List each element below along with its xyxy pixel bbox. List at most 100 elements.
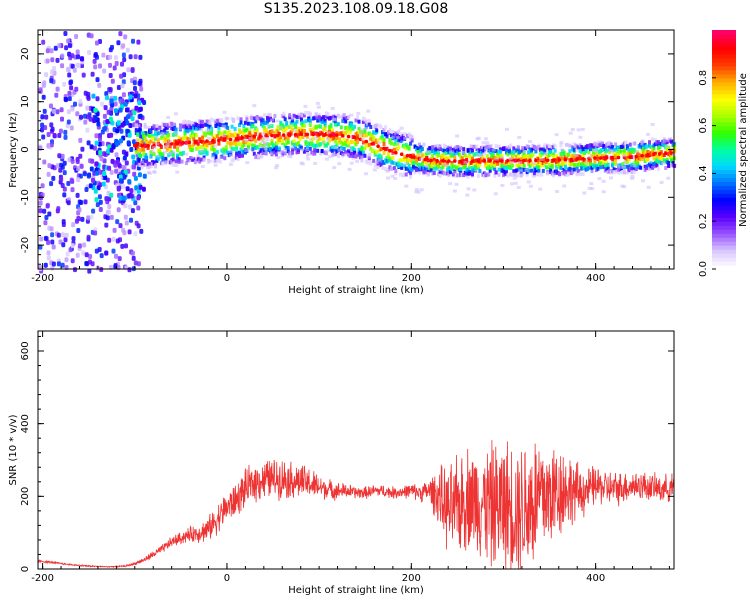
- colorbar-band: [712, 129, 736, 135]
- spectrogram-halo: [148, 164, 153, 168]
- colorbar-band: [712, 201, 736, 206]
- spectrogram-cell: [274, 145, 278, 150]
- spectrogram-cell: [505, 169, 508, 174]
- spectrogram-cell: [205, 142, 209, 147]
- spectrogram-cell: [671, 161, 675, 166]
- spectrogram-cell: [91, 208, 96, 214]
- spectrogram-cell: [183, 120, 187, 124]
- spectrogram-cell: [541, 168, 545, 173]
- spectrogram-cell: [291, 150, 295, 155]
- spectrogram-halo: [178, 127, 182, 131]
- spectrogram-cell: [137, 148, 141, 153]
- spectrogram-cell: [330, 148, 334, 153]
- ridge-peak: [335, 133, 339, 137]
- spectrogram-cell: [162, 123, 166, 128]
- spectrogram-halo: [578, 135, 583, 139]
- spectrogram-halo: [269, 151, 274, 155]
- colorbar-band: [712, 137, 736, 143]
- spectrogram-cell: [602, 160, 606, 165]
- spectrogram-cell: [333, 119, 337, 124]
- spectrogram-cell: [236, 141, 240, 146]
- spectrogram-cell: [471, 166, 474, 170]
- spectrogram-halo: [282, 148, 287, 152]
- spectrogram-halo: [632, 164, 637, 168]
- spectrogram-cell: [68, 247, 73, 253]
- spectrogram-cell: [90, 261, 95, 267]
- spectrogram-cell: [49, 103, 53, 109]
- spectrogram-cell: [223, 130, 227, 135]
- spectrogram-cell: [151, 134, 154, 138]
- spectrogram-cell: [134, 105, 139, 111]
- spectrogram-cell: [66, 67, 70, 72]
- spectrogram-cell: [224, 145, 228, 150]
- spectrogram-halo: [315, 101, 320, 105]
- spectrogram-cell: [186, 129, 190, 134]
- spectrogram-cell: [600, 141, 604, 146]
- spectrogram-halo: [517, 135, 522, 139]
- spectrogram-cell: [97, 141, 102, 147]
- spectrogram-halo: [554, 133, 559, 137]
- spectrogram-cell: [64, 45, 69, 51]
- spectrogram-cell: [468, 171, 472, 176]
- spectrogram-cell: [180, 159, 184, 164]
- spectrogram-halo: [488, 143, 493, 147]
- spectrogram-cell: [379, 163, 383, 168]
- spectrogram-halo: [145, 166, 150, 170]
- spectrogram-cell: [108, 54, 113, 60]
- spectrogram-cell: [434, 151, 438, 156]
- spectrogram-halo: [403, 162, 408, 166]
- spectrogram-cell: [407, 163, 411, 168]
- ridge-peak: [522, 158, 526, 163]
- spectrogram-cell: [599, 165, 603, 170]
- spectrogram-cell: [50, 232, 55, 238]
- spectrogram-cell: [117, 256, 122, 262]
- spectrogram-halo: [341, 153, 346, 157]
- spectrogram-cell: [67, 51, 72, 57]
- spectrogram-cell: [531, 152, 535, 157]
- spectrogram-cell: [138, 107, 142, 112]
- spectrogram-cell: [184, 161, 188, 166]
- spectrogram-halo: [500, 184, 505, 187]
- colorbar-band: [712, 77, 736, 83]
- spectrogram-cell: [96, 121, 101, 127]
- spectrogram-cell: [55, 109, 60, 115]
- spectrogram-halo: [634, 150, 639, 154]
- spectrogram-cell: [261, 118, 265, 123]
- spectrogram-halo: [245, 161, 250, 165]
- spectrogram-halo: [225, 117, 230, 120]
- spectrogram-halo: [325, 149, 330, 153]
- spectrogram-cell: [98, 136, 102, 142]
- spectrogram-cell: [533, 171, 536, 176]
- spectrogram-cell: [308, 118, 312, 123]
- spectrogram-cell: [60, 153, 65, 159]
- spectrogram-halo: [592, 148, 597, 152]
- spectrogram-cell: [274, 148, 278, 153]
- spectrogram-cell: [568, 149, 572, 154]
- ridge-peak: [146, 143, 150, 148]
- spectrogram-cell: [289, 130, 293, 135]
- colorbar-band: [712, 241, 736, 246]
- spectrogram-cell: [652, 146, 656, 151]
- ridge-peak: [534, 158, 538, 163]
- spectrogram-halo: [466, 187, 471, 191]
- spectrogram-cell: [357, 147, 361, 152]
- spectrogram-cell: [102, 151, 106, 157]
- spectrogram-cell: [515, 168, 519, 173]
- spectrogram-cell: [232, 133, 236, 138]
- ridge-peak: [652, 152, 656, 156]
- spectrogram-halo: [140, 160, 145, 164]
- spectrogram-cell: [493, 173, 497, 178]
- spectrogram-halo: [575, 148, 579, 152]
- spectrogram-cell: [291, 127, 295, 132]
- spectrogram-cell: [590, 169, 594, 174]
- spectrogram-cell: [316, 139, 320, 144]
- spectrogram-cell: [589, 158, 592, 163]
- spectrogram-halo: [419, 188, 424, 192]
- spectrogram-cell: [389, 133, 393, 138]
- spectrogram-cell: [177, 159, 181, 164]
- spectrogram-cell: [448, 146, 452, 151]
- colorbar-band: [712, 109, 736, 115]
- spectrogram-halo: [267, 123, 272, 127]
- spectrogram-cell: [537, 168, 541, 173]
- spectrogram-cell: [566, 152, 570, 157]
